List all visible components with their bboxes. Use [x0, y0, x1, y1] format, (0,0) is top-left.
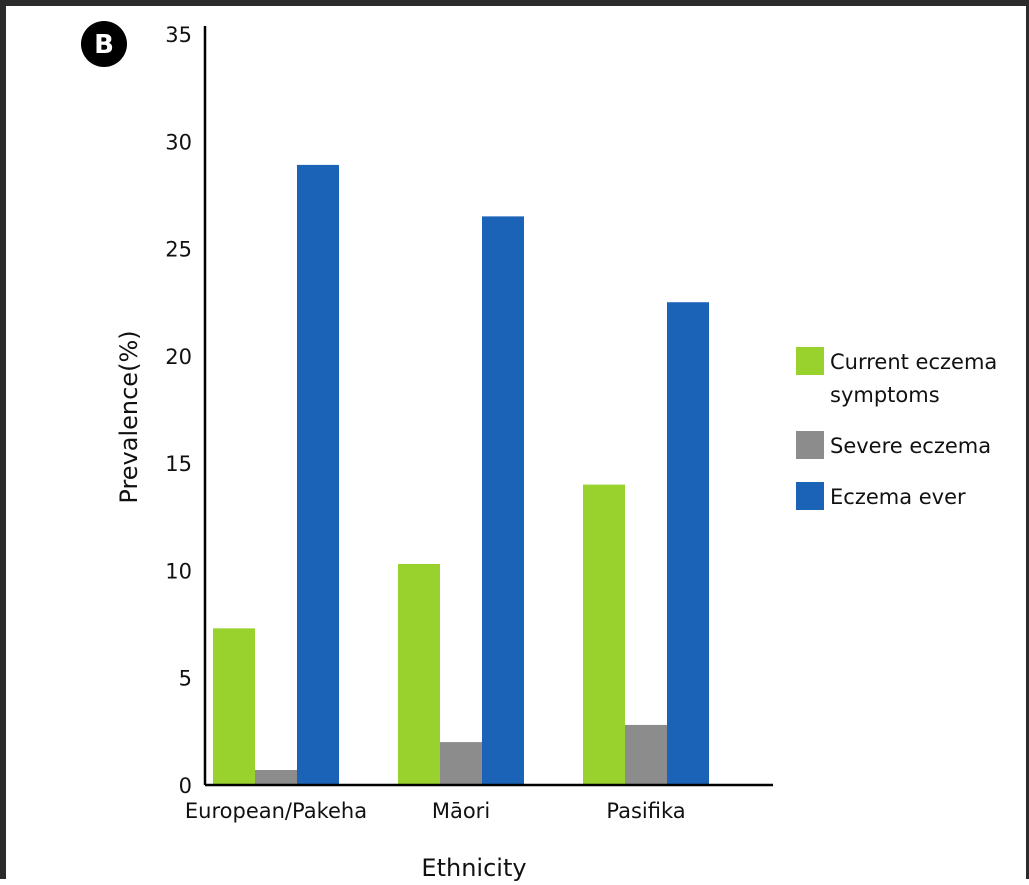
bar-eczema-ever-1 — [482, 216, 524, 785]
y-tick-label-3: 15 — [165, 452, 192, 476]
legend-label-2-0: Eczema ever — [830, 485, 966, 509]
y-tick-label-1: 5 — [179, 667, 192, 691]
axes-layer: 0 5 10 15 20 25 30 35 European/Pakeha Māori Pasifi… — [165, 23, 773, 823]
bar-severe-eczema-0 — [255, 769, 297, 785]
legend-swatch-2 — [796, 482, 824, 510]
y-tick-label-4: 20 — [165, 345, 192, 369]
x-tick-label-0: European/Pakeha — [185, 799, 367, 823]
bar-current-eczema-symptoms-0 — [213, 628, 255, 785]
y-tick-label-2: 10 — [165, 559, 192, 583]
panel-letter: B — [94, 30, 114, 60]
legend-swatch-0 — [796, 347, 824, 375]
bars-layer — [213, 164, 709, 786]
y-tick-label-0: 0 — [179, 774, 192, 798]
x-tick-label-2: Pasifika — [606, 799, 685, 823]
bar-eczema-ever-2 — [667, 302, 709, 785]
panel-letter-badge — [81, 21, 127, 67]
bar-current-eczema-symptoms-1 — [398, 563, 440, 785]
legend-label-0-1: symptoms — [830, 383, 940, 407]
x-axis-title: Ethnicity — [421, 854, 526, 882]
bar-eczema-ever-0 — [297, 164, 339, 786]
legend-label-0-0: Current eczema — [830, 350, 997, 374]
legend: Current eczema symptoms Severe eczema Eczem… — [796, 347, 997, 510]
y-tick-label-7: 35 — [165, 23, 192, 47]
y-tick-label-6: 30 — [165, 130, 192, 154]
bar-severe-eczema-2 — [625, 724, 667, 785]
legend-label-1-0: Severe eczema — [830, 434, 991, 458]
bar-severe-eczema-1 — [440, 742, 482, 785]
bar-current-eczema-symptoms-2 — [583, 484, 625, 785]
legend-swatch-1 — [796, 431, 824, 459]
y-tick-label-5: 25 — [165, 238, 192, 262]
bar-chart: B 0 5 10 15 20 25 30 35 European/Pakeha Māori Pasi… — [81, 21, 997, 882]
x-tick-label-1: Māori — [432, 799, 490, 823]
y-axis-title: Prevalence(%) — [115, 330, 143, 503]
